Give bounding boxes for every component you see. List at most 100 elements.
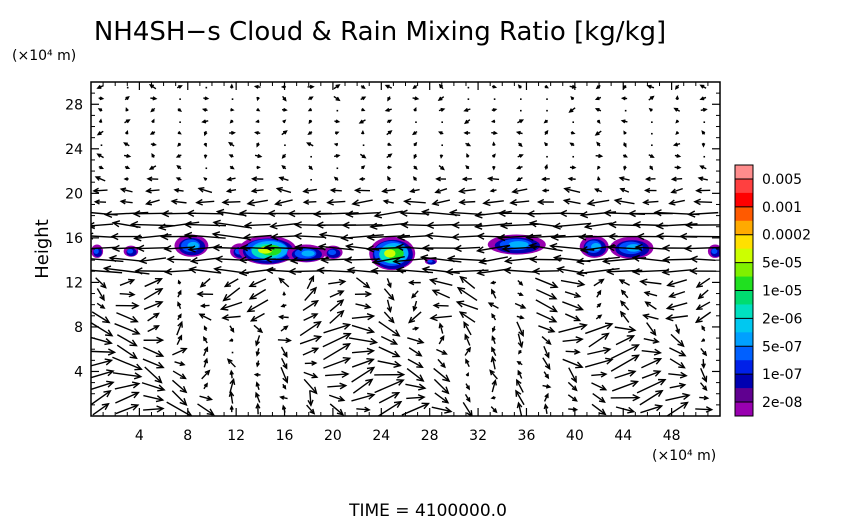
wind-arrow-head <box>442 374 451 383</box>
wind-arrow-head <box>206 408 215 416</box>
y-tick-label: 20 <box>65 186 83 202</box>
wind-arrow <box>351 350 374 354</box>
wind-arrow-head <box>177 130 182 135</box>
wind-arrow-head <box>256 165 261 170</box>
wind-arrow-head <box>78 255 85 261</box>
wind-arrow-head <box>515 130 521 135</box>
wind-arrow <box>554 222 591 228</box>
wind-arrow-head <box>105 329 114 337</box>
wind-arrow-head <box>623 130 627 135</box>
colorbar-swatch <box>735 178 753 194</box>
wind-arrow-head <box>435 176 441 182</box>
wind-arrow <box>457 301 479 310</box>
wind-dot <box>546 155 548 158</box>
wind-arrow-head <box>184 410 193 416</box>
wind-dot <box>467 98 470 100</box>
wind-arrow <box>314 212 359 215</box>
colorbar-label: 2e-08 <box>762 395 802 411</box>
wind-arrow-head <box>458 198 466 206</box>
wind-arrow <box>404 200 426 204</box>
wind-arrow-head <box>431 199 440 207</box>
colorbar-label: 1e-05 <box>762 284 802 300</box>
wind-arrow <box>341 234 384 239</box>
wind-arrow-head <box>84 210 91 216</box>
wind-arrow <box>477 244 511 252</box>
wind-arrow-head <box>155 288 164 296</box>
wind-arrow-head <box>626 335 636 342</box>
wind-arrow <box>302 300 319 312</box>
wind-arrow-head <box>399 209 408 217</box>
wind-dot <box>493 98 496 100</box>
wind-arrow-head <box>596 289 602 295</box>
wind-arrow <box>665 394 690 402</box>
wind-arrow <box>562 301 583 311</box>
wind-arrow-head <box>598 396 606 403</box>
wind-arrow-head <box>293 243 303 252</box>
wind-arrow <box>670 333 685 347</box>
wind-arrow-head <box>186 209 195 218</box>
wind-arrow-head <box>570 96 575 101</box>
wind-arrow <box>351 393 375 402</box>
wind-arrow-head <box>516 401 523 409</box>
wind-arrow-head <box>465 372 469 377</box>
wind-arrow <box>221 301 243 310</box>
wind-arrow-head <box>282 119 287 124</box>
wind-arrow-head <box>400 221 409 229</box>
wind-arrow-head <box>229 377 236 386</box>
wind-arrow-head <box>308 119 313 125</box>
wind-arrow-head <box>133 234 142 242</box>
wind-dot <box>100 144 103 147</box>
wind-arrow-head <box>110 232 119 241</box>
wind-arrow <box>352 199 373 205</box>
wind-arrow <box>119 279 135 286</box>
wind-arrow <box>223 287 241 302</box>
wind-arrow <box>91 223 114 227</box>
wind-arrow-head <box>571 385 578 392</box>
wind-arrow <box>448 257 487 262</box>
wind-arrow <box>91 311 110 324</box>
wind-dot <box>703 155 706 158</box>
wind-arrow-head <box>106 380 115 388</box>
wind-arrow-head <box>602 346 612 355</box>
wind-arrow <box>459 200 476 204</box>
wind-arrow-head <box>636 232 645 241</box>
wind-arrow-head <box>491 379 497 386</box>
wind-arrow-head <box>230 130 236 135</box>
wind-arrow-head <box>337 395 346 402</box>
wind-arrow <box>608 246 642 250</box>
wind-arrow-head <box>516 177 522 182</box>
wind-arrow-head <box>391 391 401 399</box>
wind-arrow-head <box>543 403 549 410</box>
wind-arrow-head <box>705 406 714 413</box>
colorbar-label: 2e-06 <box>762 311 802 327</box>
wind-arrow-head <box>548 315 558 323</box>
wind-arrow-head <box>230 108 235 112</box>
wind-arrow <box>383 288 395 301</box>
wind-arrow-head <box>287 267 297 276</box>
wind-arrow-head <box>409 188 416 194</box>
wind-arrow <box>116 312 138 323</box>
wind-arrow <box>116 334 137 347</box>
wind-arrow-head <box>255 391 260 398</box>
wind-arrow-head <box>282 385 287 390</box>
wind-arrow-head <box>648 107 653 112</box>
wind-arrow-head <box>549 242 558 251</box>
wind-arrow-head <box>238 268 248 277</box>
wind-arrow <box>515 390 525 406</box>
wind-arrow <box>351 324 374 333</box>
wind-arrow-head <box>177 320 183 328</box>
wind-arrow-head <box>387 165 393 170</box>
wind-arrow <box>619 279 630 286</box>
wind-arrow-head <box>275 186 283 193</box>
wind-arrow-head <box>282 363 288 370</box>
wind-arrow-head <box>131 302 140 310</box>
wind-arrow <box>588 332 609 348</box>
wind-arrow <box>639 390 663 406</box>
wind-arrow-head <box>661 244 671 252</box>
wind-arrow <box>407 358 423 368</box>
wind-arrow <box>191 257 220 262</box>
wind-arrow-head <box>573 291 582 299</box>
wind-arrow <box>295 235 326 239</box>
wind-arrow <box>516 321 524 336</box>
wind-arrow <box>696 301 711 310</box>
